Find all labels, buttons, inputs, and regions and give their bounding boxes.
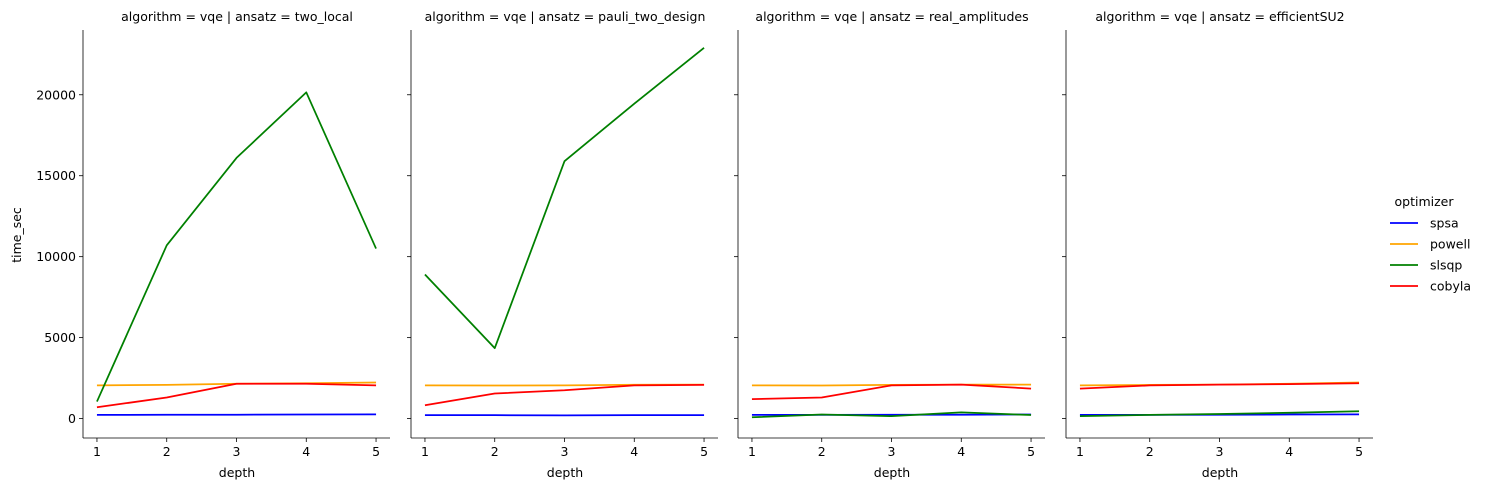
x-axis-label-efficientsu2: depth bbox=[1202, 465, 1238, 480]
facet-panel-two-local: 1 2 3 4 5 0 5000 10000 15000 20000 bbox=[36, 30, 390, 459]
x-tick-label-efficientsu2: 3 bbox=[1216, 444, 1224, 459]
x-tick-label-real-amplitudes: 1 bbox=[748, 444, 756, 459]
series-line-slsqp-real-amplitudes bbox=[751, 411, 1032, 419]
legend-title: optimizer bbox=[1395, 194, 1455, 209]
legend: optimizer spsa powell slsqp cobyla bbox=[1390, 194, 1471, 294]
x-tick-label-pauli-two-design: 4 bbox=[630, 444, 638, 459]
facet-title-real-amplitudes: algorithm = vqe | ansatz = real_amplitud… bbox=[755, 9, 1028, 24]
x-tick-label-real-amplitudes: 5 bbox=[1027, 444, 1035, 459]
legend-label-cobyla: cobyla bbox=[1430, 279, 1471, 294]
series-line-slsqp-two-local bbox=[96, 91, 377, 402]
series-line-slsqp-efficientsu2 bbox=[1079, 410, 1360, 418]
facet-panel-real-amplitudes: 1 2 3 4 5 bbox=[734, 30, 1045, 459]
x-tick-label-two-local: 2 bbox=[163, 444, 171, 459]
series-line-cobyla-efficientsu2 bbox=[1079, 382, 1360, 390]
x-tick-label-real-amplitudes: 3 bbox=[888, 444, 896, 459]
x-tick-label-two-local: 4 bbox=[302, 444, 310, 459]
series-line-slsqp-pauli-two-design bbox=[424, 47, 705, 350]
facet-title-two-local: algorithm = vqe | ansatz = two_local bbox=[121, 9, 353, 24]
legend-label-spsa: spsa bbox=[1430, 216, 1459, 231]
series-line-cobyla-real-amplitudes bbox=[751, 383, 1032, 401]
y-tick-label: 15000 bbox=[36, 168, 76, 183]
x-tick-label-pauli-two-design: 1 bbox=[421, 444, 429, 459]
facet-panel-pauli-two-design: 1 2 3 4 5 bbox=[407, 30, 718, 459]
x-tick-label-efficientsu2: 1 bbox=[1076, 444, 1084, 459]
legend-label-slsqp: slsqp bbox=[1430, 258, 1462, 273]
y-tick-label: 20000 bbox=[36, 87, 76, 102]
x-tick-label-efficientsu2: 5 bbox=[1355, 444, 1363, 459]
facet-panel-efficientsu2: 1 2 3 4 5 bbox=[1062, 30, 1373, 459]
x-tick-label-real-amplitudes: 4 bbox=[957, 444, 965, 459]
x-tick-label-pauli-two-design: 5 bbox=[700, 444, 708, 459]
y-axis-label: time_sec bbox=[9, 207, 24, 263]
x-tick-label-pauli-two-design: 2 bbox=[491, 444, 499, 459]
series-line-cobyla-pauli-two-design bbox=[424, 384, 705, 407]
legend-label-powell: powell bbox=[1430, 237, 1470, 252]
x-axis-label-two-local: depth bbox=[219, 465, 255, 480]
x-axis-label-real-amplitudes: depth bbox=[874, 465, 910, 480]
facet-title-efficientsu2: algorithm = vqe | ansatz = efficientSU2 bbox=[1095, 9, 1344, 24]
x-tick-label-two-local: 3 bbox=[233, 444, 241, 459]
facet-title-pauli-two-design: algorithm = vqe | ansatz = pauli_two_des… bbox=[425, 9, 706, 24]
y-tick-label: 10000 bbox=[36, 249, 76, 264]
x-tick-label-efficientsu2: 2 bbox=[1146, 444, 1154, 459]
x-axis-label-pauli-two-design: depth bbox=[547, 465, 583, 480]
x-tick-label-two-local: 5 bbox=[372, 444, 380, 459]
y-tick-label: 0 bbox=[68, 411, 76, 426]
x-tick-label-efficientsu2: 4 bbox=[1285, 444, 1293, 459]
x-tick-label-two-local: 1 bbox=[93, 444, 101, 459]
series-line-cobyla-two-local bbox=[96, 382, 377, 409]
x-tick-label-real-amplitudes: 2 bbox=[818, 444, 826, 459]
y-tick-label: 5000 bbox=[44, 330, 76, 345]
x-tick-label-pauli-two-design: 3 bbox=[561, 444, 569, 459]
